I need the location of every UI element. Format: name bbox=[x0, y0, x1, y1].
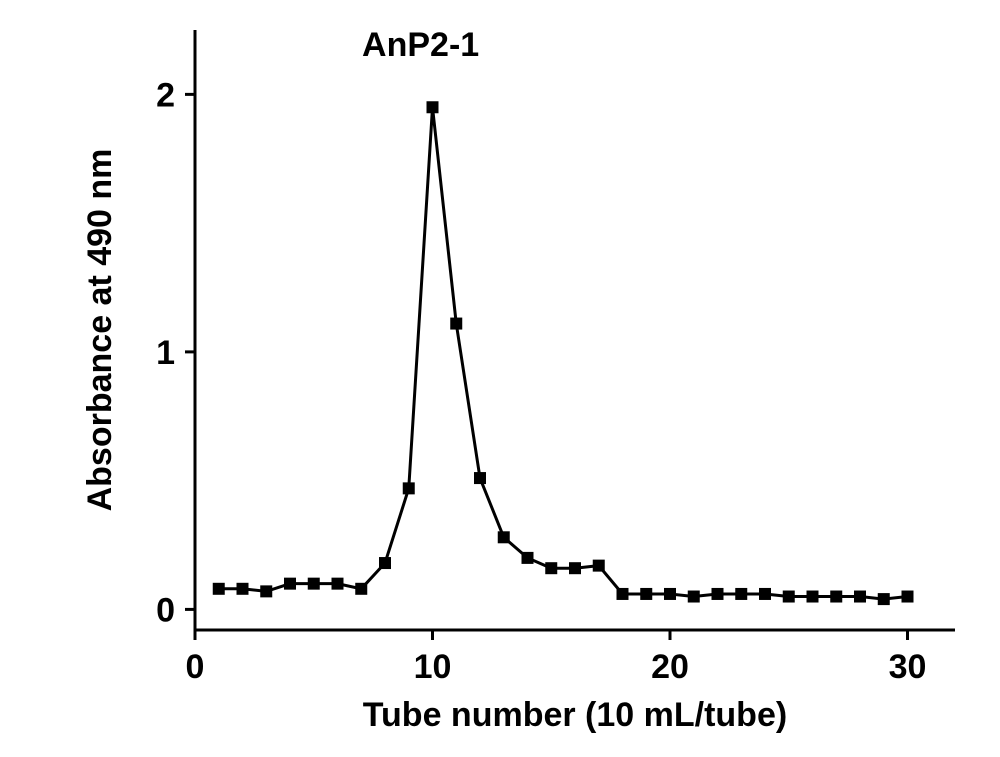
series-marker bbox=[878, 593, 890, 605]
series-marker bbox=[284, 578, 296, 590]
series-marker bbox=[688, 591, 700, 603]
series-marker bbox=[545, 562, 557, 574]
series-marker bbox=[355, 583, 367, 595]
y-axis-label: Absorbance at 490 nm bbox=[81, 149, 119, 512]
y-tick-label: 2 bbox=[156, 76, 175, 114]
series-marker bbox=[830, 591, 842, 603]
series-marker bbox=[735, 588, 747, 600]
series-marker bbox=[569, 562, 581, 574]
peak-label: AnP2-1 bbox=[362, 26, 479, 64]
x-tick-label: 30 bbox=[889, 648, 927, 686]
y-tick-label: 0 bbox=[156, 591, 175, 629]
series-marker bbox=[664, 588, 676, 600]
x-tick-label: 0 bbox=[186, 648, 205, 686]
series-marker bbox=[213, 583, 225, 595]
series-marker bbox=[712, 588, 724, 600]
series-marker bbox=[403, 482, 415, 494]
x-tick-label: 20 bbox=[651, 648, 689, 686]
series-marker bbox=[522, 552, 534, 564]
series-marker bbox=[593, 560, 605, 572]
series-marker bbox=[450, 318, 462, 330]
series-marker bbox=[617, 588, 629, 600]
series-marker bbox=[308, 578, 320, 590]
chart-background bbox=[0, 0, 1000, 757]
series-marker bbox=[640, 588, 652, 600]
series-marker bbox=[498, 531, 510, 543]
series-marker bbox=[783, 591, 795, 603]
series-marker bbox=[427, 101, 439, 113]
x-axis-label: Tube number (10 mL/tube) bbox=[363, 696, 787, 734]
x-tick-label: 10 bbox=[414, 648, 452, 686]
series-marker bbox=[807, 591, 819, 603]
series-marker bbox=[332, 578, 344, 590]
series-marker bbox=[759, 588, 771, 600]
series-marker bbox=[379, 557, 391, 569]
series-marker bbox=[474, 472, 486, 484]
series-marker bbox=[902, 591, 914, 603]
series-marker bbox=[237, 583, 249, 595]
y-tick-label: 1 bbox=[156, 334, 175, 372]
series-marker bbox=[260, 585, 272, 597]
chart-container: 0 10 20 30 0 1 2 Tube number (10 mL/tube) Absorb… bbox=[0, 0, 1000, 757]
chart-svg: 0 10 20 30 0 1 2 Tube number (10 mL/tube) Absorb… bbox=[0, 0, 1000, 757]
series-marker bbox=[854, 591, 866, 603]
